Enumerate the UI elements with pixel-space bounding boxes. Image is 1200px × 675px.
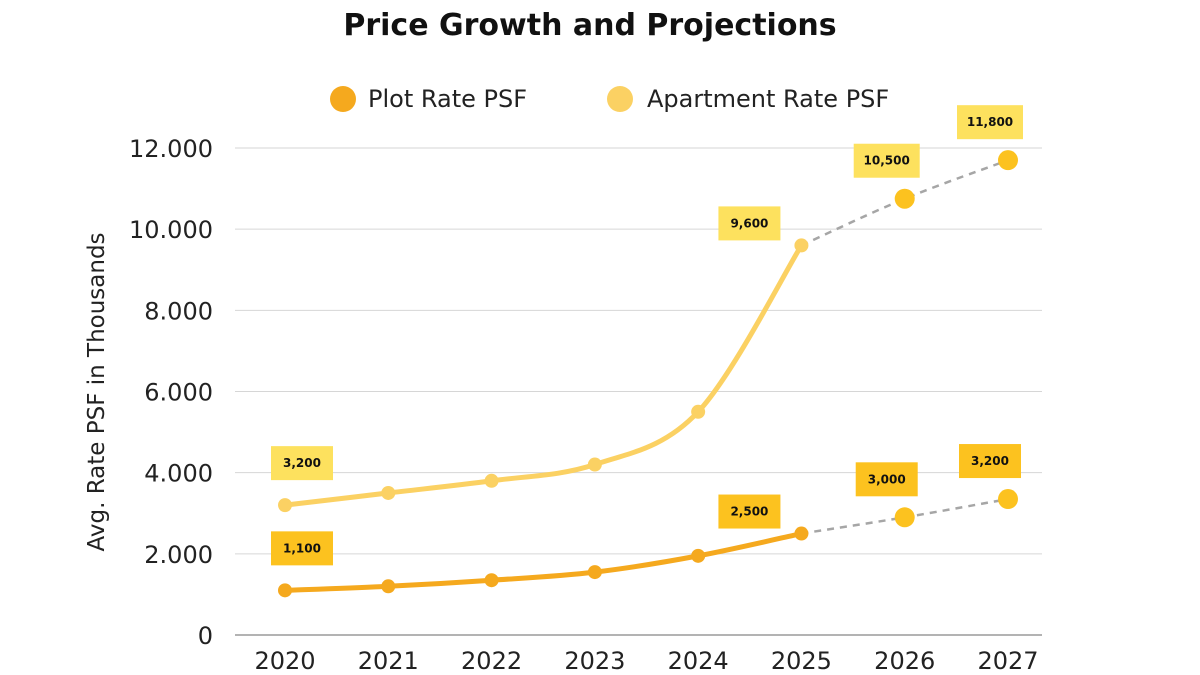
data-label-text: 11,800 bbox=[967, 115, 1013, 129]
legend-marker-plot-rate-psf bbox=[330, 86, 356, 112]
data-point-plot-rate-psf-2026 bbox=[894, 507, 915, 528]
y-tick-label: 10.000 bbox=[129, 216, 213, 244]
data-label-box bbox=[959, 444, 1021, 479]
data-label-box bbox=[271, 446, 333, 481]
data-point-plot-rate-psf-2024 bbox=[691, 548, 706, 563]
legend-marker-apartment-rate-psf bbox=[607, 86, 633, 112]
data-label-box bbox=[853, 143, 920, 178]
data-label-text: 3,200 bbox=[971, 454, 1009, 468]
data-label-apartment-rate-psf-2025: 9,600 bbox=[718, 206, 781, 241]
data-label-box bbox=[957, 105, 1023, 140]
data-point-plot-rate-psf-2020 bbox=[278, 583, 292, 598]
data-point-plot-rate-psf-2022 bbox=[484, 573, 499, 588]
y-tick-label: 8.000 bbox=[144, 297, 213, 325]
projection-line-apartment-rate-psf bbox=[800, 159, 1009, 247]
series-line-plot-rate-psf bbox=[282, 531, 804, 593]
x-tick-label: 2021 bbox=[358, 647, 419, 675]
x-tick-label: 2026 bbox=[874, 647, 935, 675]
legend-label-plot-rate-psf: Plot Rate PSF bbox=[368, 85, 527, 113]
legend-label-apartment-rate-psf: Apartment Rate PSF bbox=[647, 85, 889, 113]
data-label-text: 9,600 bbox=[730, 216, 768, 230]
data-point-apartment-rate-psf-2022 bbox=[484, 473, 499, 488]
data-label-box bbox=[718, 494, 781, 529]
x-tick-label: 2022 bbox=[461, 647, 522, 675]
data-point-plot-rate-psf-2023 bbox=[587, 565, 602, 580]
x-tick-label: 2027 bbox=[977, 647, 1038, 675]
data-point-apartment-rate-psf-2025 bbox=[794, 238, 809, 253]
y-tick-label: 6.000 bbox=[144, 379, 213, 407]
data-label-text: 1,100 bbox=[283, 541, 321, 555]
data-label-box bbox=[718, 206, 781, 241]
data-label-apartment-rate-psf-2027: 11,800 bbox=[957, 105, 1023, 140]
y-tick-label: 4.000 bbox=[144, 460, 213, 488]
data-point-apartment-rate-psf-2024 bbox=[691, 404, 706, 419]
data-point-apartment-rate-psf-2023 bbox=[587, 457, 602, 472]
y-tick-label: 2.000 bbox=[144, 541, 213, 569]
series-lines bbox=[278, 150, 1018, 598]
gridlines bbox=[235, 147, 1042, 636]
data-label-apartment-rate-psf-2020: 3,200 bbox=[271, 446, 333, 481]
data-label-box bbox=[855, 462, 918, 497]
x-axis-ticks: 2020 2021 2022 2023 2024 2025 2026 2027 bbox=[254, 647, 1038, 675]
chart-title: Price Growth and Projections bbox=[343, 8, 836, 43]
x-tick-label: 2024 bbox=[668, 647, 729, 675]
data-label-text: 2,500 bbox=[730, 505, 768, 519]
data-point-apartment-rate-psf-2026 bbox=[894, 188, 915, 209]
data-label-plot-rate-psf-2026: 3,000 bbox=[855, 462, 918, 497]
data-label-text: 3,000 bbox=[868, 472, 906, 486]
x-tick-label: 2020 bbox=[254, 647, 315, 675]
data-point-plot-rate-psf-2025 bbox=[794, 526, 809, 541]
data-point-plot-rate-psf-2027 bbox=[998, 489, 1018, 510]
y-axis-label: Avg. Rate PSF in Thousands bbox=[84, 232, 110, 551]
data-label-apartment-rate-psf-2026: 10,500 bbox=[853, 143, 920, 178]
y-tick-label: 12.000 bbox=[129, 135, 213, 163]
data-labels: 1,100 2,500 3,000 3,200 3,200 9,600 10,500 11,8… bbox=[271, 105, 1023, 566]
y-axis-ticks: 0 2.000 4.000 6.000 8.000 10.000 12.000 bbox=[129, 135, 213, 650]
data-label-plot-rate-psf-2027: 3,200 bbox=[959, 444, 1021, 479]
legend: Plot Rate PSF Apartment Rate PSF bbox=[330, 85, 889, 113]
data-label-text: 3,200 bbox=[283, 456, 321, 470]
series-line-apartment-rate-psf bbox=[282, 242, 804, 508]
y-tick-label: 0 bbox=[198, 622, 213, 650]
data-label-plot-rate-psf-2025: 2,500 bbox=[718, 494, 781, 529]
x-tick-label: 2023 bbox=[564, 647, 625, 675]
x-tick-label: 2025 bbox=[771, 647, 832, 675]
data-label-text: 10,500 bbox=[864, 154, 910, 168]
data-point-plot-rate-psf-2021 bbox=[381, 579, 396, 594]
data-point-apartment-rate-psf-2021 bbox=[381, 485, 396, 500]
data-label-plot-rate-psf-2020: 1,100 bbox=[271, 531, 333, 566]
data-point-apartment-rate-psf-2027 bbox=[998, 150, 1018, 171]
data-label-box bbox=[271, 531, 333, 566]
data-point-apartment-rate-psf-2020 bbox=[278, 498, 292, 513]
